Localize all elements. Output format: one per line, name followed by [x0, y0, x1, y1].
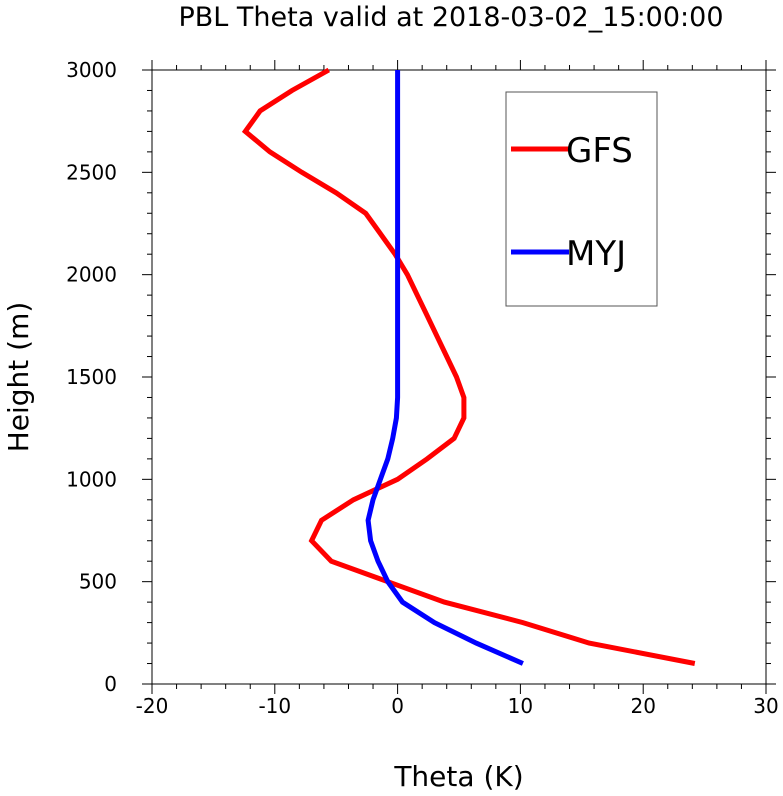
chart-title: PBL Theta valid at 2018-03-02_15:00:00 — [179, 2, 724, 33]
legend: GFS MYJ — [505, 91, 658, 307]
x-tick-label: -10 — [258, 694, 291, 718]
x-tick-label: 30 — [753, 694, 778, 718]
y-tick-label: 3000 — [66, 58, 117, 82]
x-tick-label: 20 — [630, 694, 655, 718]
x-tick-label: 10 — [508, 694, 533, 718]
y-tick-label: 2500 — [66, 160, 117, 184]
x-tick-label: -20 — [136, 694, 169, 718]
axis-ticks — [142, 60, 776, 694]
y-tick-label: 500 — [79, 570, 117, 594]
y-tick-label: 1000 — [66, 467, 117, 491]
legend-label-myj: MYJ — [566, 234, 626, 274]
series-line-gfs — [241, 67, 696, 666]
y-tick-label: 0 — [104, 672, 117, 696]
x-tick-label: 0 — [391, 694, 404, 718]
x-tick-labels: -20 -10 0 10 20 30 — [136, 694, 779, 718]
y-tick-label: 2000 — [66, 263, 117, 287]
series-layer — [241, 67, 696, 666]
y-axis-label: Height (m) — [2, 302, 35, 453]
x-axis-label: Theta (K) — [393, 760, 523, 793]
legend-label-gfs: GFS — [566, 131, 633, 171]
series-line-myj — [365, 70, 524, 666]
y-tick-labels: 0 500 1000 1500 2000 2500 3000 — [66, 58, 117, 696]
legend-box — [505, 91, 658, 307]
y-tick-label: 1500 — [66, 365, 117, 389]
